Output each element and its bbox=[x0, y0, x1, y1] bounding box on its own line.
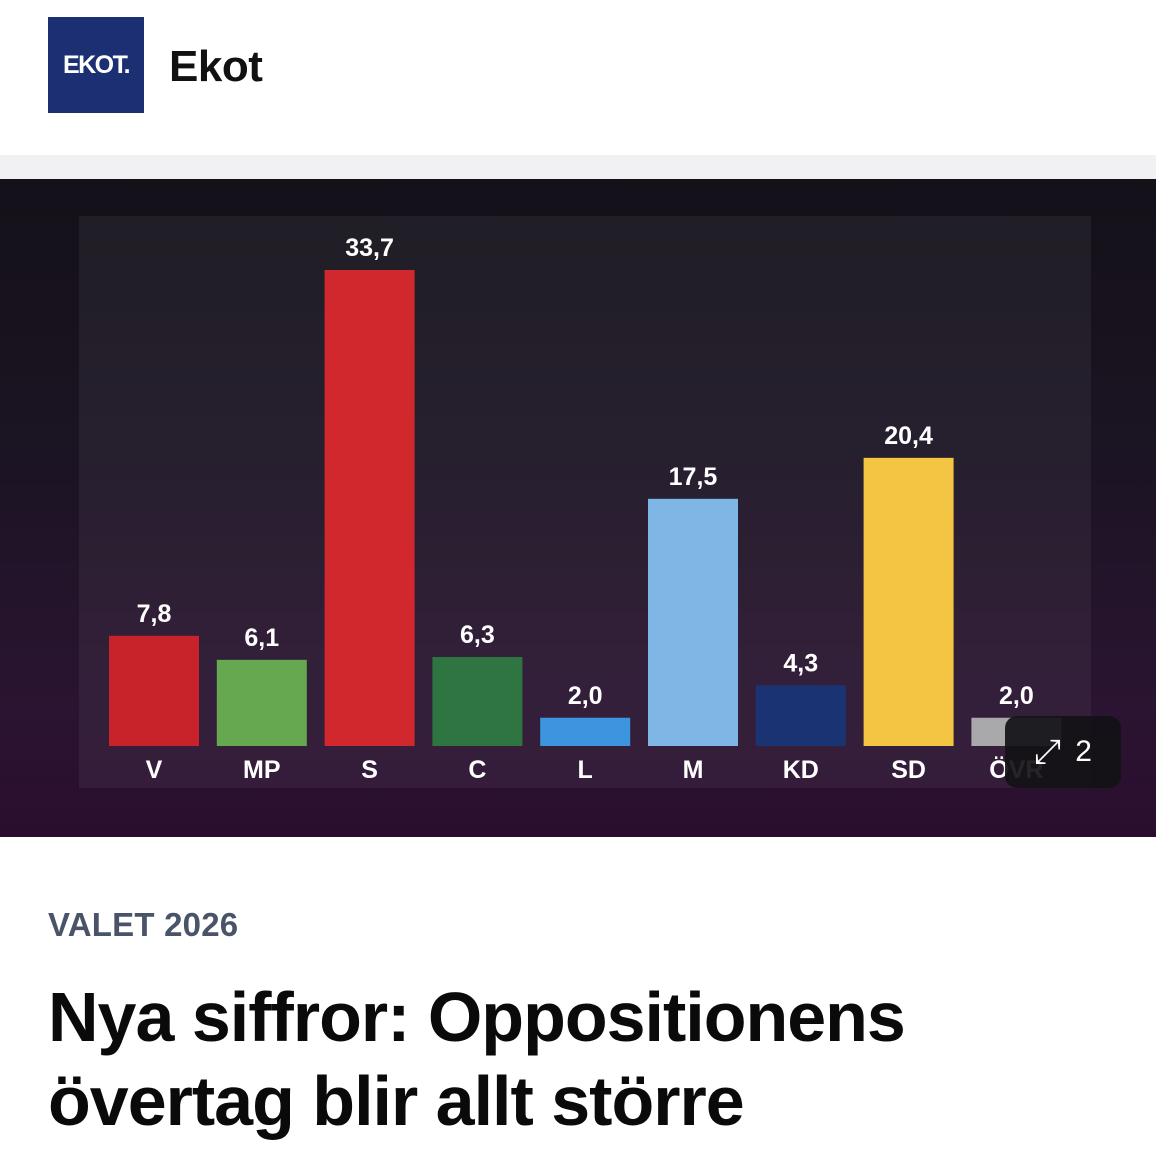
gallery-count: 2 bbox=[1075, 735, 1092, 768]
bar-chart: 7,8 V 6,1 MP 33,7 S 6,3 C 2,0 L 17,5 M 4,3 KD 20,4 SD 2,… bbox=[79, 216, 1091, 788]
category-label-c: C bbox=[468, 756, 486, 784]
category-label-sd: SD bbox=[891, 756, 926, 784]
category-label-mp: MP bbox=[243, 756, 281, 784]
article-kicker[interactable]: VALET 2026 bbox=[48, 906, 239, 943]
bar-c bbox=[432, 657, 523, 746]
value-label-m: 17,5 bbox=[669, 463, 718, 491]
value-label-sd: 20,4 bbox=[884, 422, 933, 450]
bar-kd bbox=[755, 685, 846, 746]
bar-m bbox=[648, 498, 738, 746]
bar-sd bbox=[863, 457, 954, 746]
brand-name[interactable]: Ekot bbox=[169, 42, 263, 91]
value-label-c: 6,3 bbox=[460, 621, 495, 649]
category-label-m: M bbox=[683, 756, 704, 784]
value-label-kd: 4,3 bbox=[783, 649, 818, 677]
gallery-expand-button[interactable]: ⤢ 2 bbox=[1005, 716, 1121, 788]
value-label-s: 33,7 bbox=[345, 234, 394, 262]
site-header: EKOT. Ekot bbox=[0, 0, 1156, 155]
value-label-v: 7,8 bbox=[137, 600, 172, 628]
value-label-l: 2,0 bbox=[568, 682, 603, 710]
article-headline[interactable]: Nya siffror: Oppositionens övertag blir … bbox=[48, 978, 906, 1140]
bar-mp bbox=[216, 659, 307, 746]
value-label-mp: 6,1 bbox=[244, 624, 279, 652]
category-label-v: V bbox=[146, 756, 163, 784]
bar-l bbox=[540, 717, 631, 746]
ekot-logo[interactable]: EKOT. bbox=[48, 17, 144, 113]
category-label-s: S bbox=[361, 756, 378, 784]
chart-image[interactable]: 7,8 V 6,1 MP 33,7 S 6,3 C 2,0 L 17,5 M 4,3 KD 20,4 SD 2,… bbox=[0, 179, 1156, 837]
bar-s bbox=[324, 270, 415, 746]
value-label-övr: 2,0 bbox=[999, 682, 1034, 710]
category-label-kd: KD bbox=[783, 756, 819, 784]
header-divider bbox=[0, 155, 1156, 179]
bar-v bbox=[109, 635, 199, 746]
expand-arrows-icon: ⤢ bbox=[1034, 733, 1062, 771]
category-label-l: L bbox=[578, 756, 593, 784]
